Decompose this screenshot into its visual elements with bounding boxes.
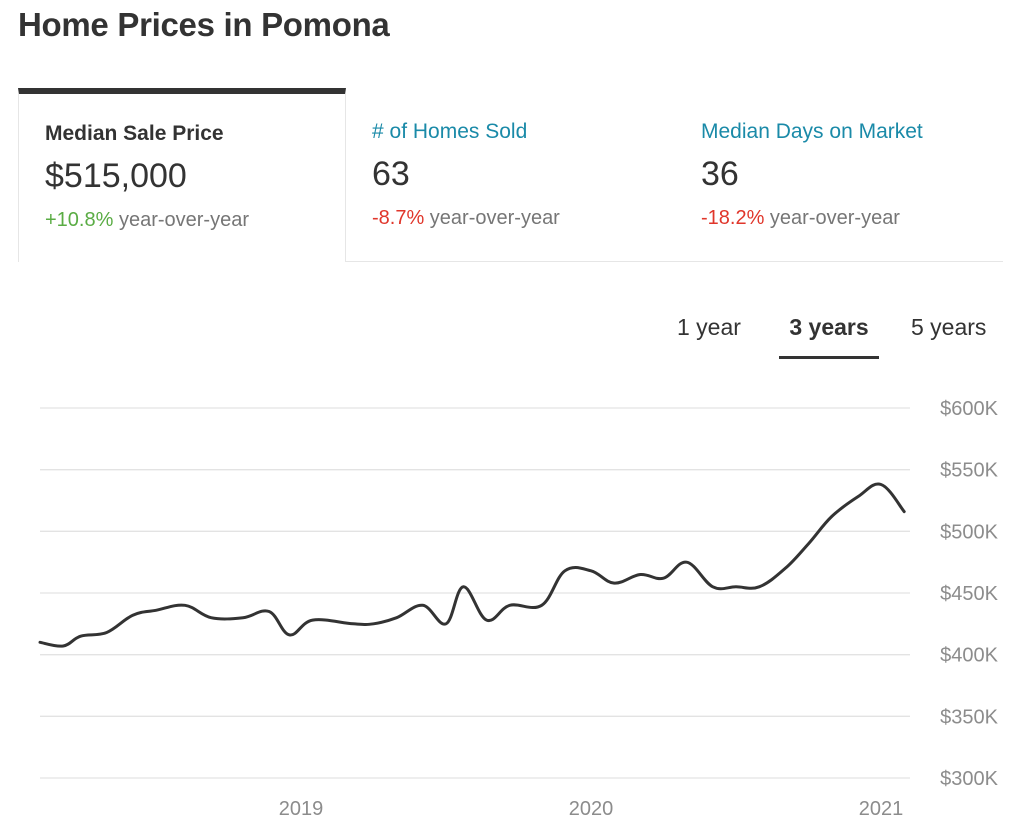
tab-change: -18.2% year-over-year bbox=[701, 206, 1003, 230]
change-percent: -8.7% bbox=[372, 207, 425, 229]
tab-value: $515,000 bbox=[45, 157, 187, 195]
tab-value: 63 bbox=[372, 155, 410, 193]
range-1-year[interactable]: 1 year bbox=[677, 312, 741, 356]
y-tick-label: $550K bbox=[940, 460, 998, 482]
tab-homes-sold[interactable]: # of Homes Sold 63 -8.7% year-over-year bbox=[346, 88, 675, 262]
tab-days-on-market[interactable]: Median Days on Market 36 -18.2% year-ove… bbox=[675, 88, 1003, 262]
change-percent: -18.2% bbox=[701, 207, 765, 229]
y-tick-label: $400K bbox=[940, 645, 998, 667]
tab-label: Median Sale Price bbox=[45, 122, 224, 145]
change-suffix: year-over-year bbox=[764, 207, 900, 229]
page-title: Home Prices in Pomona bbox=[18, 6, 390, 43]
tab-median-sale-price[interactable]: Median Sale Price $515,000 +10.8% year-o… bbox=[18, 88, 346, 262]
y-tick-label: $350K bbox=[940, 706, 998, 728]
tab-value: 36 bbox=[701, 155, 739, 193]
tab-label: Median Days on Market bbox=[701, 120, 923, 143]
x-tick-label: 2020 bbox=[569, 798, 614, 820]
price-line-chart: $300K $350K $400K $450K $500K $550K $600K 2019 2… bbox=[38, 398, 999, 820]
change-percent: +10.8% bbox=[45, 209, 114, 231]
range-label: 3 years bbox=[789, 314, 869, 340]
range-3-years[interactable]: 3 years bbox=[779, 312, 879, 359]
range-5-years[interactable]: 5 years bbox=[911, 312, 986, 356]
range-label: 1 year bbox=[677, 314, 741, 340]
tab-label: # of Homes Sold bbox=[372, 120, 528, 143]
y-tick-label: $450K bbox=[940, 583, 998, 605]
tab-change: -8.7% year-over-year bbox=[372, 206, 675, 230]
tab-change: +10.8% year-over-year bbox=[45, 208, 345, 232]
y-tick-label: $300K bbox=[940, 768, 998, 790]
x-tick-label: 2019 bbox=[279, 798, 324, 820]
y-tick-label: $500K bbox=[940, 521, 998, 543]
change-suffix: year-over-year bbox=[113, 209, 249, 231]
series-line bbox=[38, 482, 906, 648]
x-tick-label: 2021 bbox=[859, 798, 904, 820]
y-tick-label: $600K bbox=[940, 398, 998, 420]
metric-tabs: Median Sale Price $515,000 +10.8% year-o… bbox=[18, 88, 1003, 262]
change-suffix: year-over-year bbox=[424, 207, 560, 229]
range-label: 5 years bbox=[911, 314, 987, 340]
